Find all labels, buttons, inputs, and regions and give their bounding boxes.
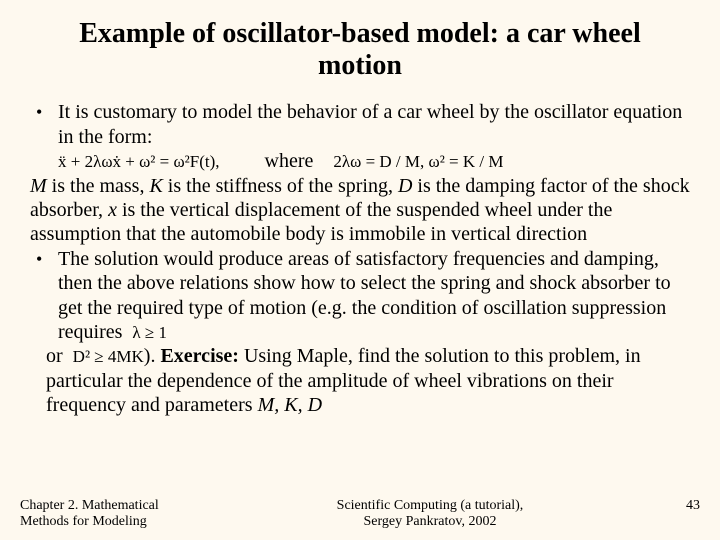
or-word: or — [46, 345, 63, 367]
bullet-marker: • — [30, 247, 58, 271]
exercise-label: Exercise: — [160, 345, 239, 367]
params-mkd: M, K, D — [258, 394, 322, 416]
footer-page-number: 43 — [640, 498, 700, 530]
var-K: K — [149, 175, 162, 197]
bullet-1-text: It is customary to model the behavior of… — [58, 100, 690, 149]
bullet-1: • It is customary to model the behavior … — [30, 100, 690, 149]
bullet-2-text: The solution would produce areas of sati… — [58, 247, 690, 345]
footer-left-line1: Chapter 2. Mathematical — [20, 498, 159, 513]
footer-center: Scientific Computing (a tutorial), Serge… — [220, 498, 640, 530]
slide-footer: Chapter 2. Mathematical Methods for Mode… — [0, 498, 720, 530]
condition-2: D² ≥ 4MK — [73, 347, 144, 366]
footer-center-line1: Scientific Computing (a tutorial), — [337, 498, 524, 513]
footer-left: Chapter 2. Mathematical Methods for Mode… — [20, 498, 220, 530]
equation-row: ẍ + 2λωẋ + ω² = ω²F(t), where 2λω = D … — [30, 149, 690, 173]
bullet-marker: • — [30, 100, 58, 124]
main-equation: ẍ + 2λωẋ + ω² = ω²F(t), — [58, 152, 220, 171]
bullet-2: • The solution would produce areas of sa… — [30, 247, 690, 345]
var-D: D — [398, 175, 412, 197]
var-M: M — [30, 175, 47, 197]
bullet-2-continuation: or D² ≥ 4MK). Exercise: Using Maple, fin… — [30, 344, 690, 417]
var-x: x — [108, 199, 117, 221]
slide-content: • It is customary to model the behavior … — [30, 100, 690, 417]
parameter-definitions-eq: 2λω = D / M, ω² = K / M — [333, 152, 503, 171]
footer-center-line2: Sergey Pankratov, 2002 — [364, 514, 497, 529]
footer-left-line2: Methods for Modeling — [20, 514, 147, 529]
definitions-paragraph: M is the mass, K is the stiffness of the… — [30, 174, 690, 247]
closing-paren: ). — [144, 345, 156, 367]
where-word: where — [265, 150, 314, 172]
slide-title: Example of oscillator-based model: a car… — [30, 18, 690, 82]
condition-1: λ ≥ 1 — [132, 323, 167, 342]
